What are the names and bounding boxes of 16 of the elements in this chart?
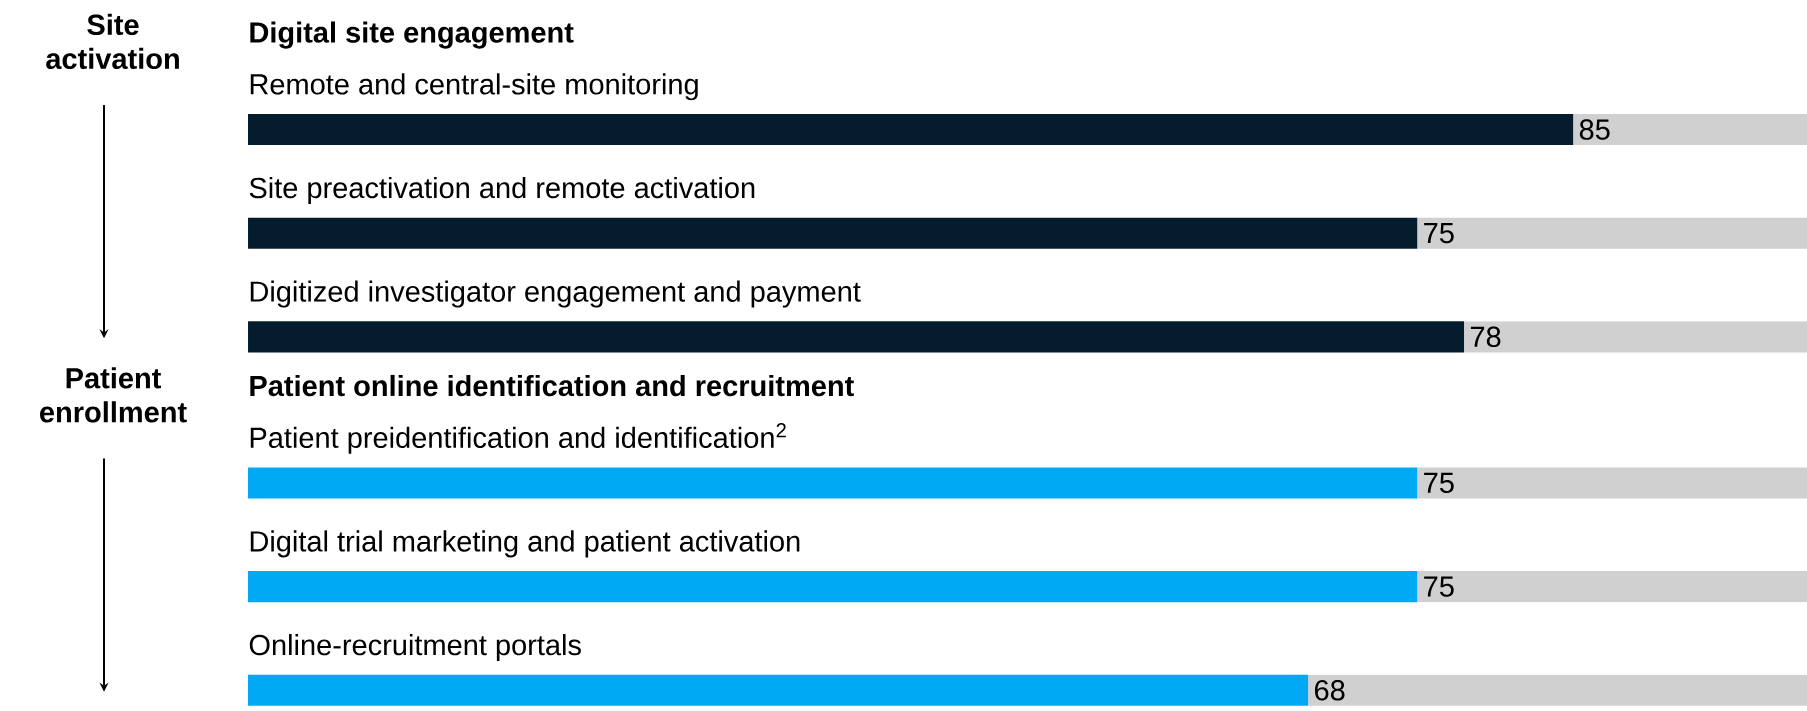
y-tick-label: Digital trial marketing and patient activation: [250, 530, 800, 558]
data-label: 75: [1424, 223, 1454, 244]
data-label: 75: [1424, 472, 1454, 494]
y-tick-label: Remote and central-site monitoring: [250, 73, 698, 101]
y-tick-label: Site preactivation and remote activation: [249, 176, 755, 204]
y-tick-label: Patient preidentification and identification$^{2}$: [250, 423, 786, 454]
data-label: 68: [1315, 679, 1345, 701]
text: Digital site engagement: [250, 21, 574, 49]
data-label: 85: [1579, 119, 1610, 140]
annotation: Patient online identification and recruitment: [250, 374, 854, 397]
text: Patient enrollment: [40, 367, 187, 423]
data-label: 75: [1424, 576, 1454, 597]
text: Site activation: [46, 13, 179, 70]
y-tick-label: Online-recruitment portals: [249, 634, 581, 662]
y-tick-label: Digitized investigator engagement and payment: [250, 280, 861, 308]
data-label: 78: [1470, 326, 1501, 348]
